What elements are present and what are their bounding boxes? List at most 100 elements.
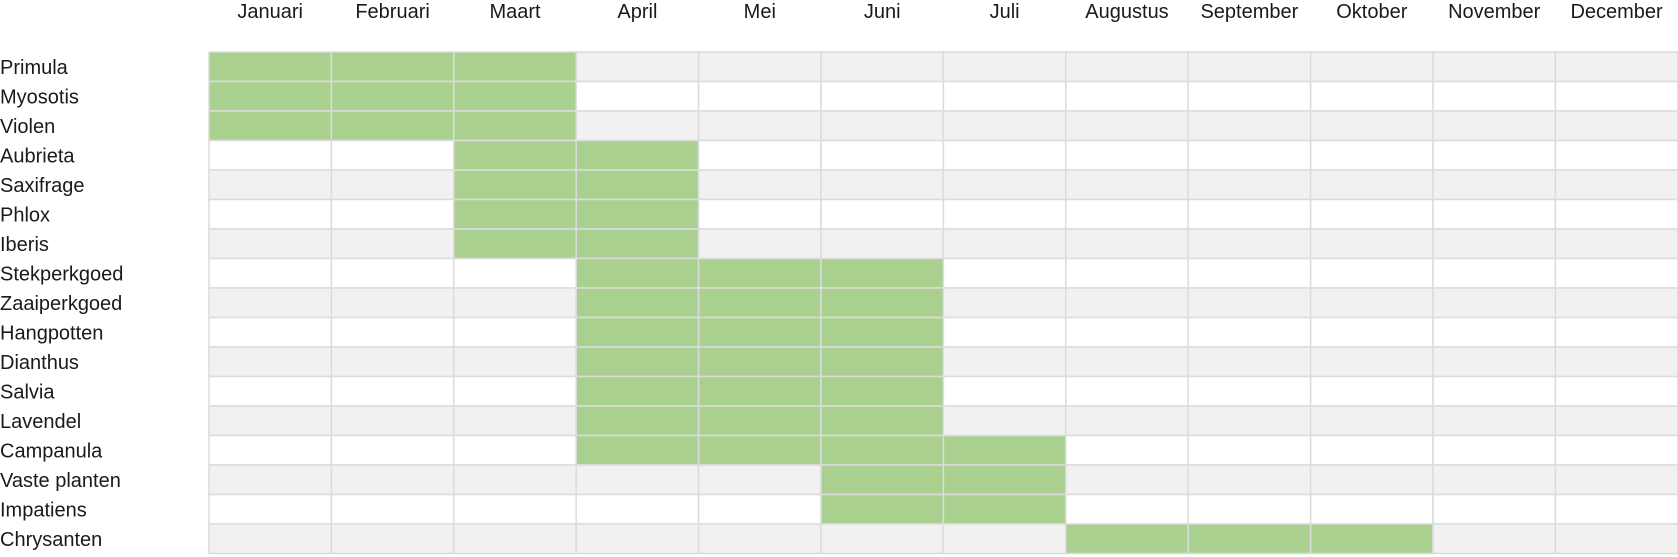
empty-cell xyxy=(1432,228,1557,260)
empty-cell xyxy=(820,110,945,142)
empty-cell xyxy=(1187,346,1312,378)
empty-cell xyxy=(1554,139,1678,171)
plant-label: Iberis xyxy=(0,234,49,256)
plant-label: Vaste planten xyxy=(0,470,121,492)
month-label: Oktober xyxy=(1336,1,1407,23)
bloom-cell xyxy=(942,464,1067,496)
month-label: November xyxy=(1448,1,1541,23)
empty-cell xyxy=(208,523,333,555)
bloom-cell xyxy=(208,110,333,142)
bloom-cell xyxy=(330,110,455,142)
empty-cell xyxy=(1554,287,1678,319)
empty-cell xyxy=(330,434,455,466)
month-label: Januari xyxy=(237,1,303,23)
bloom-cell xyxy=(820,346,945,378)
empty-cell xyxy=(1065,110,1189,142)
empty-cell xyxy=(1065,139,1189,171)
empty-cell xyxy=(208,346,333,378)
empty-cell xyxy=(1309,346,1434,378)
empty-cell xyxy=(942,80,1067,112)
empty-cell xyxy=(330,346,455,378)
empty-cell xyxy=(697,464,822,496)
empty-cell xyxy=(1065,346,1189,378)
bloom-cell xyxy=(208,51,333,83)
empty-cell xyxy=(697,523,822,555)
empty-cell xyxy=(1309,110,1434,142)
empty-cell xyxy=(1554,316,1678,348)
plant-label: Salvia xyxy=(0,381,55,403)
empty-cell xyxy=(1432,198,1557,230)
bloom-cell xyxy=(820,287,945,319)
empty-cell xyxy=(208,228,333,260)
bloom-cell xyxy=(575,198,700,230)
empty-cell xyxy=(1187,80,1312,112)
empty-cell xyxy=(208,198,333,230)
bloom-cell xyxy=(820,257,945,289)
bloom-cell xyxy=(453,110,577,142)
bloom-cell xyxy=(575,375,700,407)
empty-cell xyxy=(208,316,333,348)
empty-cell xyxy=(942,139,1067,171)
empty-cell xyxy=(697,139,822,171)
empty-cell xyxy=(1432,51,1557,83)
empty-cell xyxy=(1554,346,1678,378)
empty-cell xyxy=(453,346,577,378)
empty-cell xyxy=(330,405,455,437)
bloom-cell xyxy=(820,405,945,437)
empty-cell xyxy=(1554,434,1678,466)
empty-cell xyxy=(208,257,333,289)
bloom-cell xyxy=(208,80,333,112)
plant-label: Phlox xyxy=(0,204,50,226)
month-label: Augustus xyxy=(1085,1,1168,23)
empty-cell xyxy=(1187,493,1312,525)
empty-cell xyxy=(208,464,333,496)
bloom-cell xyxy=(697,346,822,378)
empty-cell xyxy=(942,287,1067,319)
bloom-cell xyxy=(575,405,700,437)
empty-cell xyxy=(1554,198,1678,230)
empty-cell xyxy=(1309,139,1434,171)
empty-cell xyxy=(1309,257,1434,289)
empty-cell xyxy=(1554,80,1678,112)
empty-cell xyxy=(1432,434,1557,466)
empty-cell xyxy=(942,346,1067,378)
empty-cell xyxy=(1065,169,1189,201)
empty-cell xyxy=(1309,316,1434,348)
bloom-cell xyxy=(453,228,577,260)
plant-label: Myosotis xyxy=(0,86,79,108)
empty-cell xyxy=(1309,464,1434,496)
empty-cell xyxy=(208,139,333,171)
bloom-cell xyxy=(330,51,455,83)
bloom-cell xyxy=(575,257,700,289)
empty-cell xyxy=(453,405,577,437)
empty-cell xyxy=(1432,346,1557,378)
month-label: September xyxy=(1200,1,1298,23)
empty-cell xyxy=(1187,405,1312,437)
empty-cell xyxy=(453,464,577,496)
empty-cell xyxy=(453,523,577,555)
empty-cell xyxy=(1187,257,1312,289)
empty-cell xyxy=(1309,80,1434,112)
empty-cell xyxy=(820,198,945,230)
bloom-cell xyxy=(820,434,945,466)
empty-cell xyxy=(697,169,822,201)
empty-cell xyxy=(330,198,455,230)
empty-cell xyxy=(575,110,700,142)
empty-cell xyxy=(1187,110,1312,142)
empty-cell xyxy=(1309,493,1434,525)
empty-cell xyxy=(208,375,333,407)
empty-cell xyxy=(1187,434,1312,466)
month-label: Juli xyxy=(990,1,1020,23)
empty-cell xyxy=(1309,51,1434,83)
empty-cell xyxy=(1065,80,1189,112)
empty-cell xyxy=(1309,228,1434,260)
month-label: December xyxy=(1570,1,1663,23)
empty-cell xyxy=(942,523,1067,555)
month-label: Juni xyxy=(864,1,901,23)
bloom-cell xyxy=(1187,523,1312,555)
empty-cell xyxy=(330,257,455,289)
empty-cell xyxy=(820,228,945,260)
empty-cell xyxy=(1432,80,1557,112)
empty-cell xyxy=(1065,198,1189,230)
